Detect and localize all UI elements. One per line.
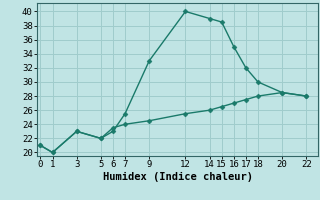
X-axis label: Humidex (Indice chaleur): Humidex (Indice chaleur) [103, 172, 252, 182]
